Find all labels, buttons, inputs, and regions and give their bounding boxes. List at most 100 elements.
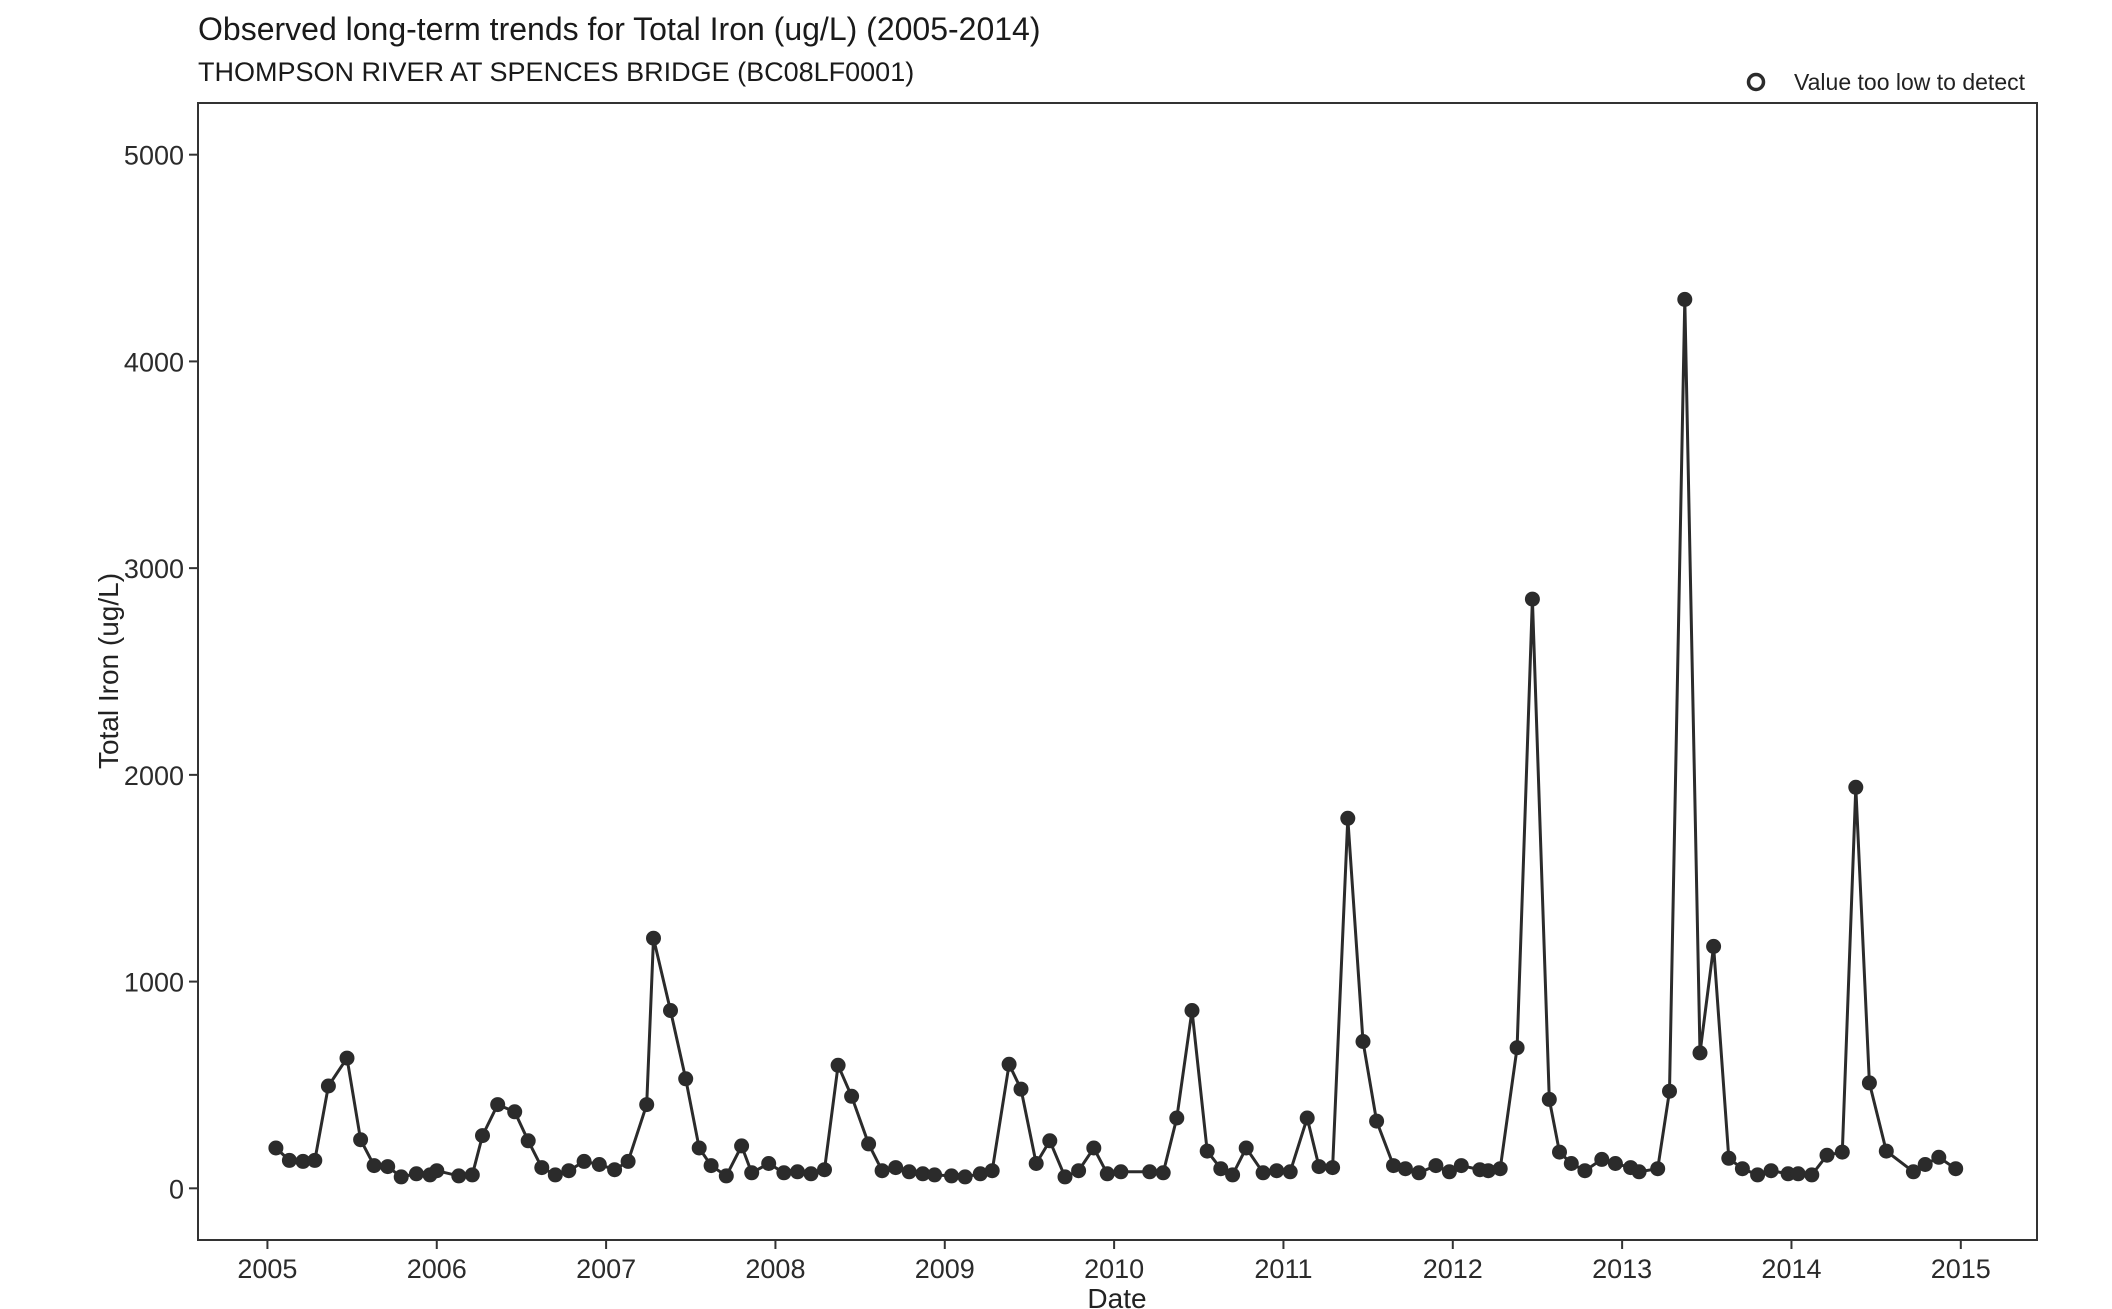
data-point [339, 1050, 355, 1066]
data-point [475, 1128, 490, 1144]
data-point [1750, 1167, 1766, 1183]
data-point [1028, 1156, 1044, 1171]
data-point [591, 1157, 607, 1172]
data-point [646, 930, 661, 946]
data-point [1480, 1163, 1496, 1179]
data-point [1631, 1164, 1647, 1180]
data-point [830, 1057, 846, 1073]
y-tick-label: 0 [169, 1174, 184, 1204]
data-point [718, 1168, 734, 1184]
legend: Value too low to detect [1746, 69, 2026, 95]
data-point [1057, 1169, 1073, 1185]
data-point [1577, 1163, 1593, 1179]
data-point [320, 1078, 336, 1094]
data-point [429, 1163, 445, 1179]
plot-panel [197, 102, 2038, 1241]
data-point [1541, 1091, 1557, 1107]
data-point [744, 1165, 760, 1181]
data-point [1861, 1075, 1877, 1091]
chart-title: Observed long-term trends for Total Iron… [198, 11, 1041, 47]
data-point [408, 1166, 424, 1182]
data-point [607, 1162, 623, 1178]
data-point [1734, 1161, 1750, 1177]
data-point [561, 1163, 577, 1179]
data-point [1042, 1133, 1058, 1149]
data-point [1001, 1056, 1017, 1072]
data-point [576, 1153, 592, 1169]
data-point [663, 1003, 678, 1018]
data-point [1878, 1143, 1894, 1159]
data-point [1509, 1040, 1525, 1056]
y-tick-label: 5000 [124, 141, 184, 171]
data-point [1453, 1158, 1469, 1174]
data-point [915, 1166, 931, 1182]
data-point [353, 1132, 369, 1148]
data-point [1819, 1147, 1835, 1163]
data-point [1662, 1083, 1677, 1099]
data-point [691, 1140, 707, 1156]
y-tick-label: 4000 [124, 347, 184, 377]
data-point [944, 1168, 959, 1184]
data-point [1594, 1151, 1610, 1167]
data-point [861, 1136, 877, 1152]
x-axis: 2005 2006 2007 2008 2009 2010 2011 2012 2013 2014… [237, 1240, 1991, 1284]
data-point [268, 1140, 284, 1156]
data-point [620, 1153, 636, 1169]
data-point [888, 1160, 904, 1176]
data-point [366, 1158, 382, 1174]
data-point [901, 1164, 917, 1180]
data-point [1269, 1163, 1285, 1179]
data-point [1325, 1160, 1341, 1176]
data-point [1650, 1161, 1666, 1177]
data-point [464, 1167, 480, 1183]
x-tick-label: 2007 [576, 1254, 636, 1284]
data-point [534, 1160, 550, 1176]
data-point [1225, 1167, 1241, 1183]
data-point [295, 1153, 311, 1169]
data-points [268, 291, 1964, 1185]
data-point [1155, 1165, 1171, 1181]
y-axis: 0 1000 2000 3000 4000 5000 [124, 141, 198, 1204]
x-tick-label: 2010 [1084, 1254, 1144, 1284]
data-point [1917, 1157, 1933, 1172]
chart-subtitle: THOMPSON RIVER AT SPENCES BRIDGE (BC08LF… [198, 57, 914, 87]
data-point [281, 1152, 297, 1168]
data-point [972, 1166, 988, 1182]
data-point [1340, 810, 1356, 826]
data-point [927, 1167, 943, 1183]
data-point [1948, 1161, 1964, 1177]
data-point [790, 1164, 805, 1180]
x-axis-label: Date [1087, 1283, 1146, 1309]
data-point [1411, 1165, 1427, 1181]
data-point [1086, 1140, 1102, 1156]
data-point [984, 1163, 1000, 1179]
data-point [1255, 1165, 1271, 1181]
data-point [520, 1133, 536, 1149]
data-point [1071, 1163, 1087, 1179]
data-point [507, 1104, 523, 1120]
y-tick-label: 2000 [124, 761, 184, 791]
x-tick-label: 2012 [1423, 1254, 1483, 1284]
data-point [1552, 1144, 1567, 1160]
data-point [1905, 1164, 1921, 1180]
data-point [1199, 1143, 1215, 1159]
data-point [1282, 1164, 1298, 1180]
data-point [734, 1138, 750, 1154]
x-tick-label: 2014 [1761, 1254, 1821, 1284]
data-point [547, 1167, 563, 1183]
data-point [1692, 1045, 1708, 1061]
data-point [1428, 1158, 1444, 1174]
data-point [1607, 1156, 1623, 1171]
data-point [1834, 1144, 1850, 1160]
data-point [490, 1097, 506, 1113]
data-point [1721, 1150, 1737, 1166]
data-point [1763, 1163, 1779, 1179]
data-point [1142, 1164, 1158, 1180]
data-point [1238, 1140, 1254, 1156]
data-point [1184, 1003, 1200, 1018]
data-point [1355, 1034, 1371, 1049]
data-point [1563, 1156, 1579, 1171]
data-point [451, 1168, 467, 1184]
data-point [1848, 779, 1864, 795]
data-point [1706, 938, 1722, 954]
